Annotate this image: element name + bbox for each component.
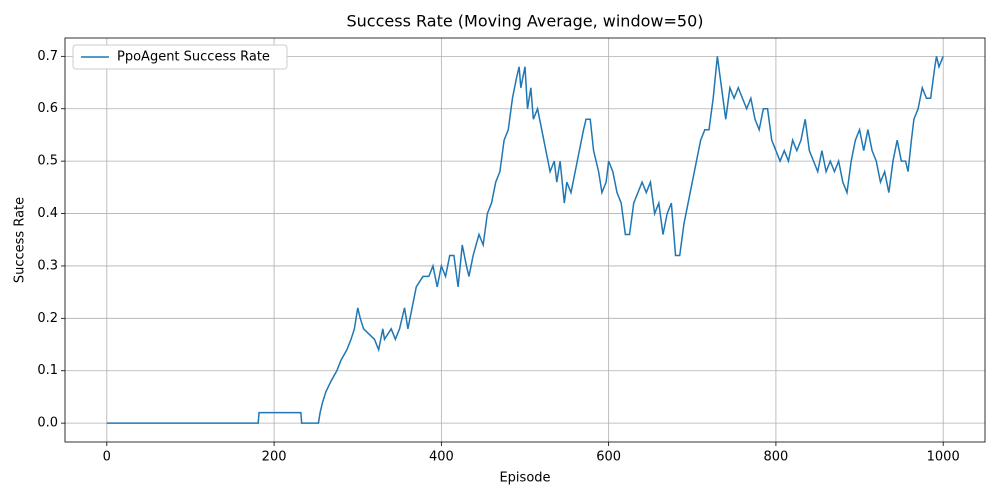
x-tick-label: 200 xyxy=(262,450,287,465)
x-tick-label: 0 xyxy=(103,450,111,465)
legend-label: PpoAgent Success Rate xyxy=(117,50,270,65)
data-line xyxy=(106,56,944,424)
y-tick-label: 0.0 xyxy=(37,416,58,431)
x-axis-label: Episode xyxy=(499,471,550,486)
legend: PpoAgent Success Rate xyxy=(72,44,288,70)
x-tick-label: 400 xyxy=(429,450,454,465)
y-tick-label: 0.4 xyxy=(37,206,58,221)
chart-title: Success Rate (Moving Average, window=50) xyxy=(347,12,704,31)
plot-frame xyxy=(64,37,986,443)
legend-box xyxy=(72,44,288,70)
x-tick-label: 600 xyxy=(596,450,621,465)
y-tick-label: 0.2 xyxy=(37,311,58,326)
y-tick-label: 0.6 xyxy=(37,101,58,116)
y-tick-label: 0.1 xyxy=(37,363,58,378)
y-tick-label: 0.5 xyxy=(37,154,58,169)
y-axis-label: Success Rate xyxy=(13,197,28,283)
y-tick-label: 0.3 xyxy=(37,258,58,273)
x-tick-label: 1000 xyxy=(927,450,960,465)
x-tick-label: 800 xyxy=(763,450,788,465)
y-tick-label: 0.7 xyxy=(37,49,58,64)
